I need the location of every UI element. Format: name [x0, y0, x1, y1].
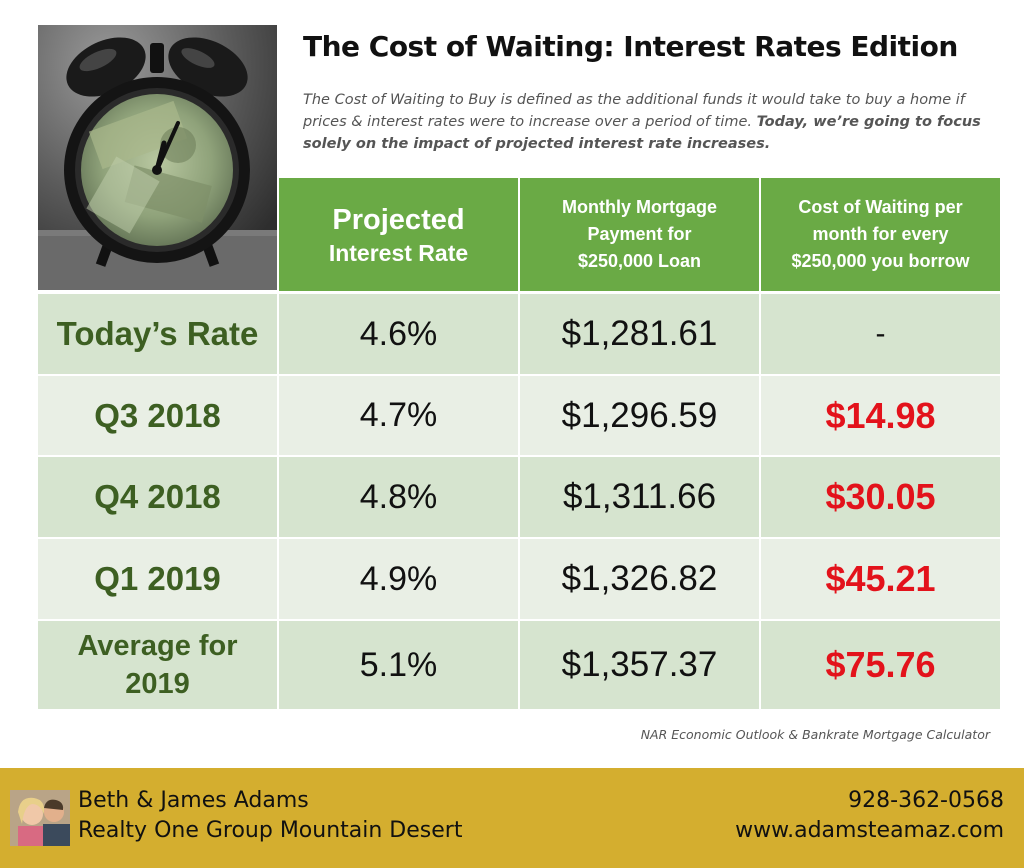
row-label: Average for 2019	[38, 621, 277, 709]
source-note: NAR Economic Outlook & Bankrate Mortgage…	[640, 727, 990, 742]
row-payment: $1,281.61	[520, 294, 759, 374]
row-cost: -	[761, 294, 1000, 374]
avatar	[10, 790, 70, 846]
header-cost-line2: month for every	[812, 224, 949, 244]
alarm-clock-icon	[38, 25, 277, 290]
agents-portrait-icon	[10, 790, 70, 846]
footer-bar: Beth & James Adams Realty One Group Moun…	[0, 768, 1024, 868]
intro-text: The Cost of Waiting to Buy is defined as…	[303, 89, 993, 155]
alarm-clock-photo	[38, 25, 277, 290]
header-rate-line1: Projected	[332, 203, 465, 236]
table-row: Q4 2018 4.8% $1,311.66 $30.05	[38, 457, 1000, 537]
phone-number[interactable]: 928-362-0568	[848, 788, 1004, 813]
header-payment-line1: Monthly Mortgage	[562, 197, 717, 217]
page-title: The Cost of Waiting: Interest Rates Edit…	[303, 30, 958, 63]
intro-plain: The Cost of Waiting to Buy is defined as…	[303, 92, 965, 130]
header-payment: Monthly Mortgage Payment for $250,000 Lo…	[520, 178, 759, 291]
row-payment: $1,296.59	[520, 376, 759, 455]
header-cost-line1: Cost of Waiting per	[798, 197, 963, 217]
row-payment: $1,311.66	[520, 457, 759, 537]
agent-info: Beth & James Adams Realty One Group Moun…	[78, 786, 462, 846]
website-link[interactable]: www.adamsteamaz.com	[735, 818, 1004, 843]
row-label: Q1 2019	[38, 539, 277, 619]
table-row: Today’s Rate 4.6% $1,281.61 -	[38, 294, 1000, 374]
row-cost: $14.98	[761, 376, 1000, 455]
row-cost: $30.05	[761, 457, 1000, 537]
header-rate: Projected Interest Rate	[279, 178, 518, 291]
row-rate: 5.1%	[279, 621, 518, 709]
header-payment-line2: Payment for	[587, 224, 692, 244]
row-rate: 4.6%	[279, 294, 518, 374]
row-label: Q4 2018	[38, 457, 277, 537]
table-row: Q3 2018 4.7% $1,296.59 $14.98	[38, 376, 1000, 455]
contact-info: 928-362-0568 www.adamsteamaz.com	[735, 786, 1004, 846]
header-cost-line3: $250,000 you borrow	[791, 251, 970, 271]
row-cost: $45.21	[761, 539, 1000, 619]
row-rate: 4.8%	[279, 457, 518, 537]
agent-names: Beth & James Adams	[78, 788, 309, 813]
header-cost: Cost of Waiting per month for every $250…	[761, 178, 1000, 291]
row-rate: 4.9%	[279, 539, 518, 619]
row-payment: $1,326.82	[520, 539, 759, 619]
row-label: Q3 2018	[38, 376, 277, 455]
intro-bold: Today, we’re going to focus solely on th…	[303, 114, 981, 152]
row-payment: $1,357.37	[520, 621, 759, 709]
row-label: Today’s Rate	[38, 294, 277, 374]
table-row: Average for 2019 5.1% $1,357.37 $75.76	[38, 621, 1000, 709]
table-row: Q1 2019 4.9% $1,326.82 $45.21	[38, 539, 1000, 619]
header-rate-line2: Interest Rate	[328, 239, 469, 266]
row-label-line1: Average for	[77, 630, 238, 662]
header-payment-line3: $250,000 Loan	[577, 251, 702, 271]
row-cost: $75.76	[761, 621, 1000, 709]
row-rate: 4.7%	[279, 376, 518, 455]
brokerage-name: Realty One Group Mountain Desert	[78, 818, 463, 843]
row-label-line2: 2019	[125, 668, 190, 700]
